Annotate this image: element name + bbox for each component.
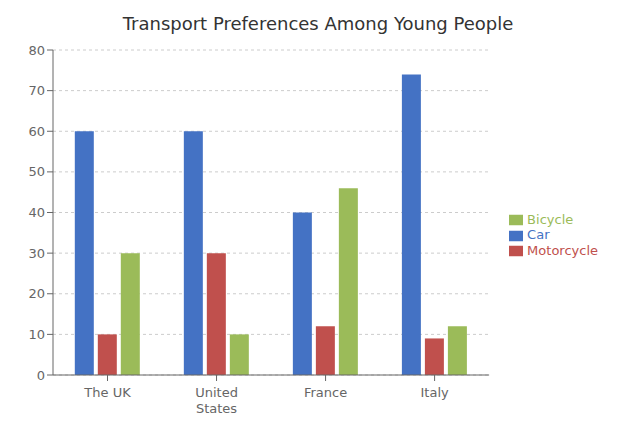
html-text:Transport Preferences Among Yo: Transport Preferences Among Young People — [122, 13, 514, 34]
svg-text:80: 80 — [28, 43, 45, 58]
svg-text:30: 30 — [28, 246, 45, 261]
svg-text:Italy: Italy — [420, 385, 449, 400]
svg-text:60: 60 — [28, 124, 45, 139]
svg-text:20: 20 — [28, 286, 45, 301]
svg-text:0: 0 — [37, 368, 45, 383]
html-text:Motorcycle: Motorcycle — [527, 242, 598, 258]
svg-text:UnitedStates: UnitedStates — [195, 385, 238, 416]
html-text:Car: Car — [527, 227, 550, 243]
svg-text:The UK: The UK — [83, 385, 131, 400]
svg-text:70: 70 — [28, 83, 45, 98]
svg-text:10: 10 — [28, 327, 45, 342]
html-text:Bicycle: Bicycle — [527, 211, 574, 227]
svg-text:France: France — [304, 385, 347, 400]
svg-text:40: 40 — [28, 205, 45, 220]
svg-text:50: 50 — [28, 164, 45, 179]
